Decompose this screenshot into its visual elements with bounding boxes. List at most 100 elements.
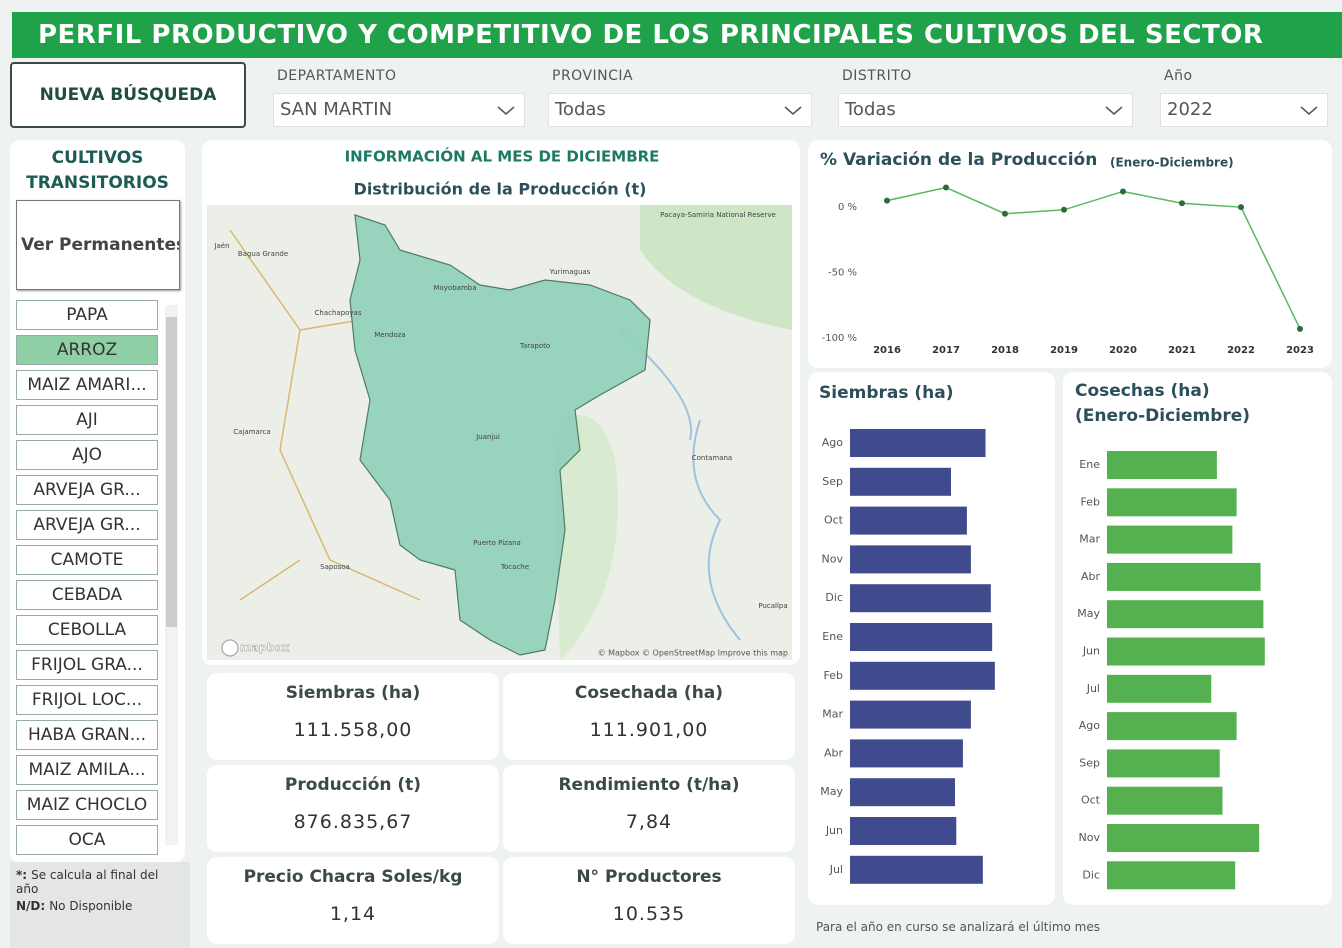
mapbox-logo-icon: [222, 640, 238, 656]
crop-button[interactable]: ARROZ: [16, 335, 158, 365]
x-tick-label: 2021: [1168, 345, 1196, 356]
y-tick-label: Abr: [824, 746, 844, 759]
map-place-label: Mendoza: [374, 331, 405, 339]
crop-button[interactable]: CEBOLLA: [16, 615, 158, 645]
chart-title: % Variación de la Producción: [820, 150, 1097, 170]
filter-label: DISTRITO: [842, 68, 912, 84]
dropdown-value: SAN MARTIN: [280, 99, 518, 120]
dropdown-value: Todas: [845, 99, 1126, 120]
crop-button[interactable]: AJO: [16, 440, 158, 470]
bar: [850, 662, 995, 690]
y-tick-label: Nov: [1079, 831, 1101, 844]
bar: [1107, 488, 1237, 516]
point: [943, 185, 949, 191]
y-tick-label: May: [1077, 607, 1100, 620]
map-place-label: Saposoa: [320, 563, 350, 571]
map-place-label: Moyobamba: [433, 284, 476, 292]
crop-button[interactable]: ARVEJA GR...: [16, 475, 158, 505]
bar: [850, 545, 971, 573]
kpi-value: 7,84: [503, 811, 795, 833]
dropdown[interactable]: 2022: [1160, 93, 1328, 127]
bar: [850, 739, 963, 767]
crop-button[interactable]: CEBADA: [16, 580, 158, 610]
y-tick-label: Sep: [1079, 756, 1100, 769]
kpi-value: 111.901,00: [503, 719, 795, 741]
bar: [1107, 861, 1235, 889]
y-tick-label: Ene: [1079, 458, 1100, 471]
crop-button[interactable]: FRIJOL GRA...: [16, 650, 158, 680]
map-title: Distribución de la Producción (t): [354, 180, 647, 199]
chart-subtitle: (Enero-Diciembre): [1110, 156, 1234, 170]
y-tick-label: Abr: [1081, 570, 1101, 583]
bar: [1107, 749, 1220, 777]
dropdown-value: Todas: [555, 99, 805, 120]
kpi-value: 876.835,67: [207, 811, 499, 833]
crop-button[interactable]: ARVEJA GR...: [16, 510, 158, 540]
map-heading: INFORMACIÓN AL MES DE DICIEMBRE: [345, 147, 660, 166]
bar: [850, 817, 956, 845]
kpi-label: Cosechada (ha): [503, 683, 795, 703]
kpi-label: Precio Chacra Soles/kg: [207, 867, 499, 887]
y-tick-label: Mar: [822, 708, 843, 721]
y-tick-label: Ago: [1079, 719, 1101, 732]
bar: [1107, 600, 1263, 628]
crop-button[interactable]: MAIZ CHOCLO: [16, 790, 158, 820]
point: [1297, 326, 1303, 332]
map-place-label: Yurimaguas: [549, 268, 591, 276]
map-place-label: Pacaya-Samiria National Reserve: [660, 211, 776, 219]
y-tick-label: Feb: [824, 669, 843, 682]
map-place-label: Bagua Grande: [238, 250, 288, 258]
bar: [1107, 526, 1232, 554]
chevron: [783, 105, 803, 117]
y-tick-label: Dic: [825, 591, 843, 604]
kpi-label: Producción (t): [207, 775, 499, 795]
x-tick-label: 2022: [1227, 345, 1255, 356]
crop-button[interactable]: AJI: [16, 405, 158, 435]
dropdown[interactable]: SAN MARTIN: [273, 93, 525, 127]
kpi-card: Rendimiento (t/ha) 7,84: [503, 765, 795, 852]
x-tick-label: 2023: [1286, 345, 1314, 356]
kpi-value: 111.558,00: [207, 719, 499, 741]
crop-button[interactable]: MAIZ AMILA...: [16, 755, 158, 785]
bar: [850, 856, 983, 884]
kpi-label: Rendimiento (t/ha): [503, 775, 795, 795]
y-tick-label: -100 %: [822, 333, 857, 344]
point: [1120, 188, 1126, 194]
crop-button[interactable]: CAMOTE: [16, 545, 158, 575]
bar: [850, 623, 992, 651]
map-place-label: Cajamarca: [233, 428, 270, 436]
y-tick-label: Jun: [1082, 645, 1100, 658]
kpi-label: N° Productores: [503, 867, 795, 887]
dropdown[interactable]: Todas: [548, 93, 812, 127]
map-place-label: Pucallpa: [758, 602, 787, 610]
map-place-label: Juanjui: [475, 433, 500, 441]
x-tick-label: 2016: [873, 345, 901, 356]
y-tick-label: Oct: [824, 514, 844, 527]
line: [887, 188, 1300, 329]
kpi-card: Cosechada (ha) 111.901,00: [503, 673, 795, 760]
y-tick-label: Nov: [822, 552, 844, 565]
bar: [850, 507, 967, 535]
y-tick-label: Jun: [825, 824, 843, 837]
crop-button[interactable]: FRIJOL LOC...: [16, 685, 158, 715]
y-tick-label: Jul: [1086, 682, 1100, 695]
point: [1002, 211, 1008, 217]
crop-button[interactable]: HABA GRAN...: [16, 720, 158, 750]
point: [1238, 204, 1244, 210]
y-tick-label: Feb: [1081, 495, 1100, 508]
map-place-label: Chachapoyas: [315, 309, 362, 317]
dropdown[interactable]: Todas: [838, 93, 1133, 127]
y-tick-label: Dic: [1082, 868, 1100, 881]
crop-button[interactable]: MAIZ AMARI...: [16, 370, 158, 400]
bar: [850, 778, 955, 806]
x-tick-label: 2018: [991, 345, 1019, 356]
map-place-label: Tocache: [500, 563, 529, 571]
bar: [850, 701, 971, 729]
bar: [1107, 787, 1223, 815]
y-tick-label: Ene: [822, 630, 843, 643]
crop-button[interactable]: OCA: [16, 825, 158, 855]
kpi-card: Producción (t) 876.835,67: [207, 765, 499, 852]
x-tick-label: 2020: [1109, 345, 1137, 356]
crop-button[interactable]: PAPA: [16, 300, 158, 330]
